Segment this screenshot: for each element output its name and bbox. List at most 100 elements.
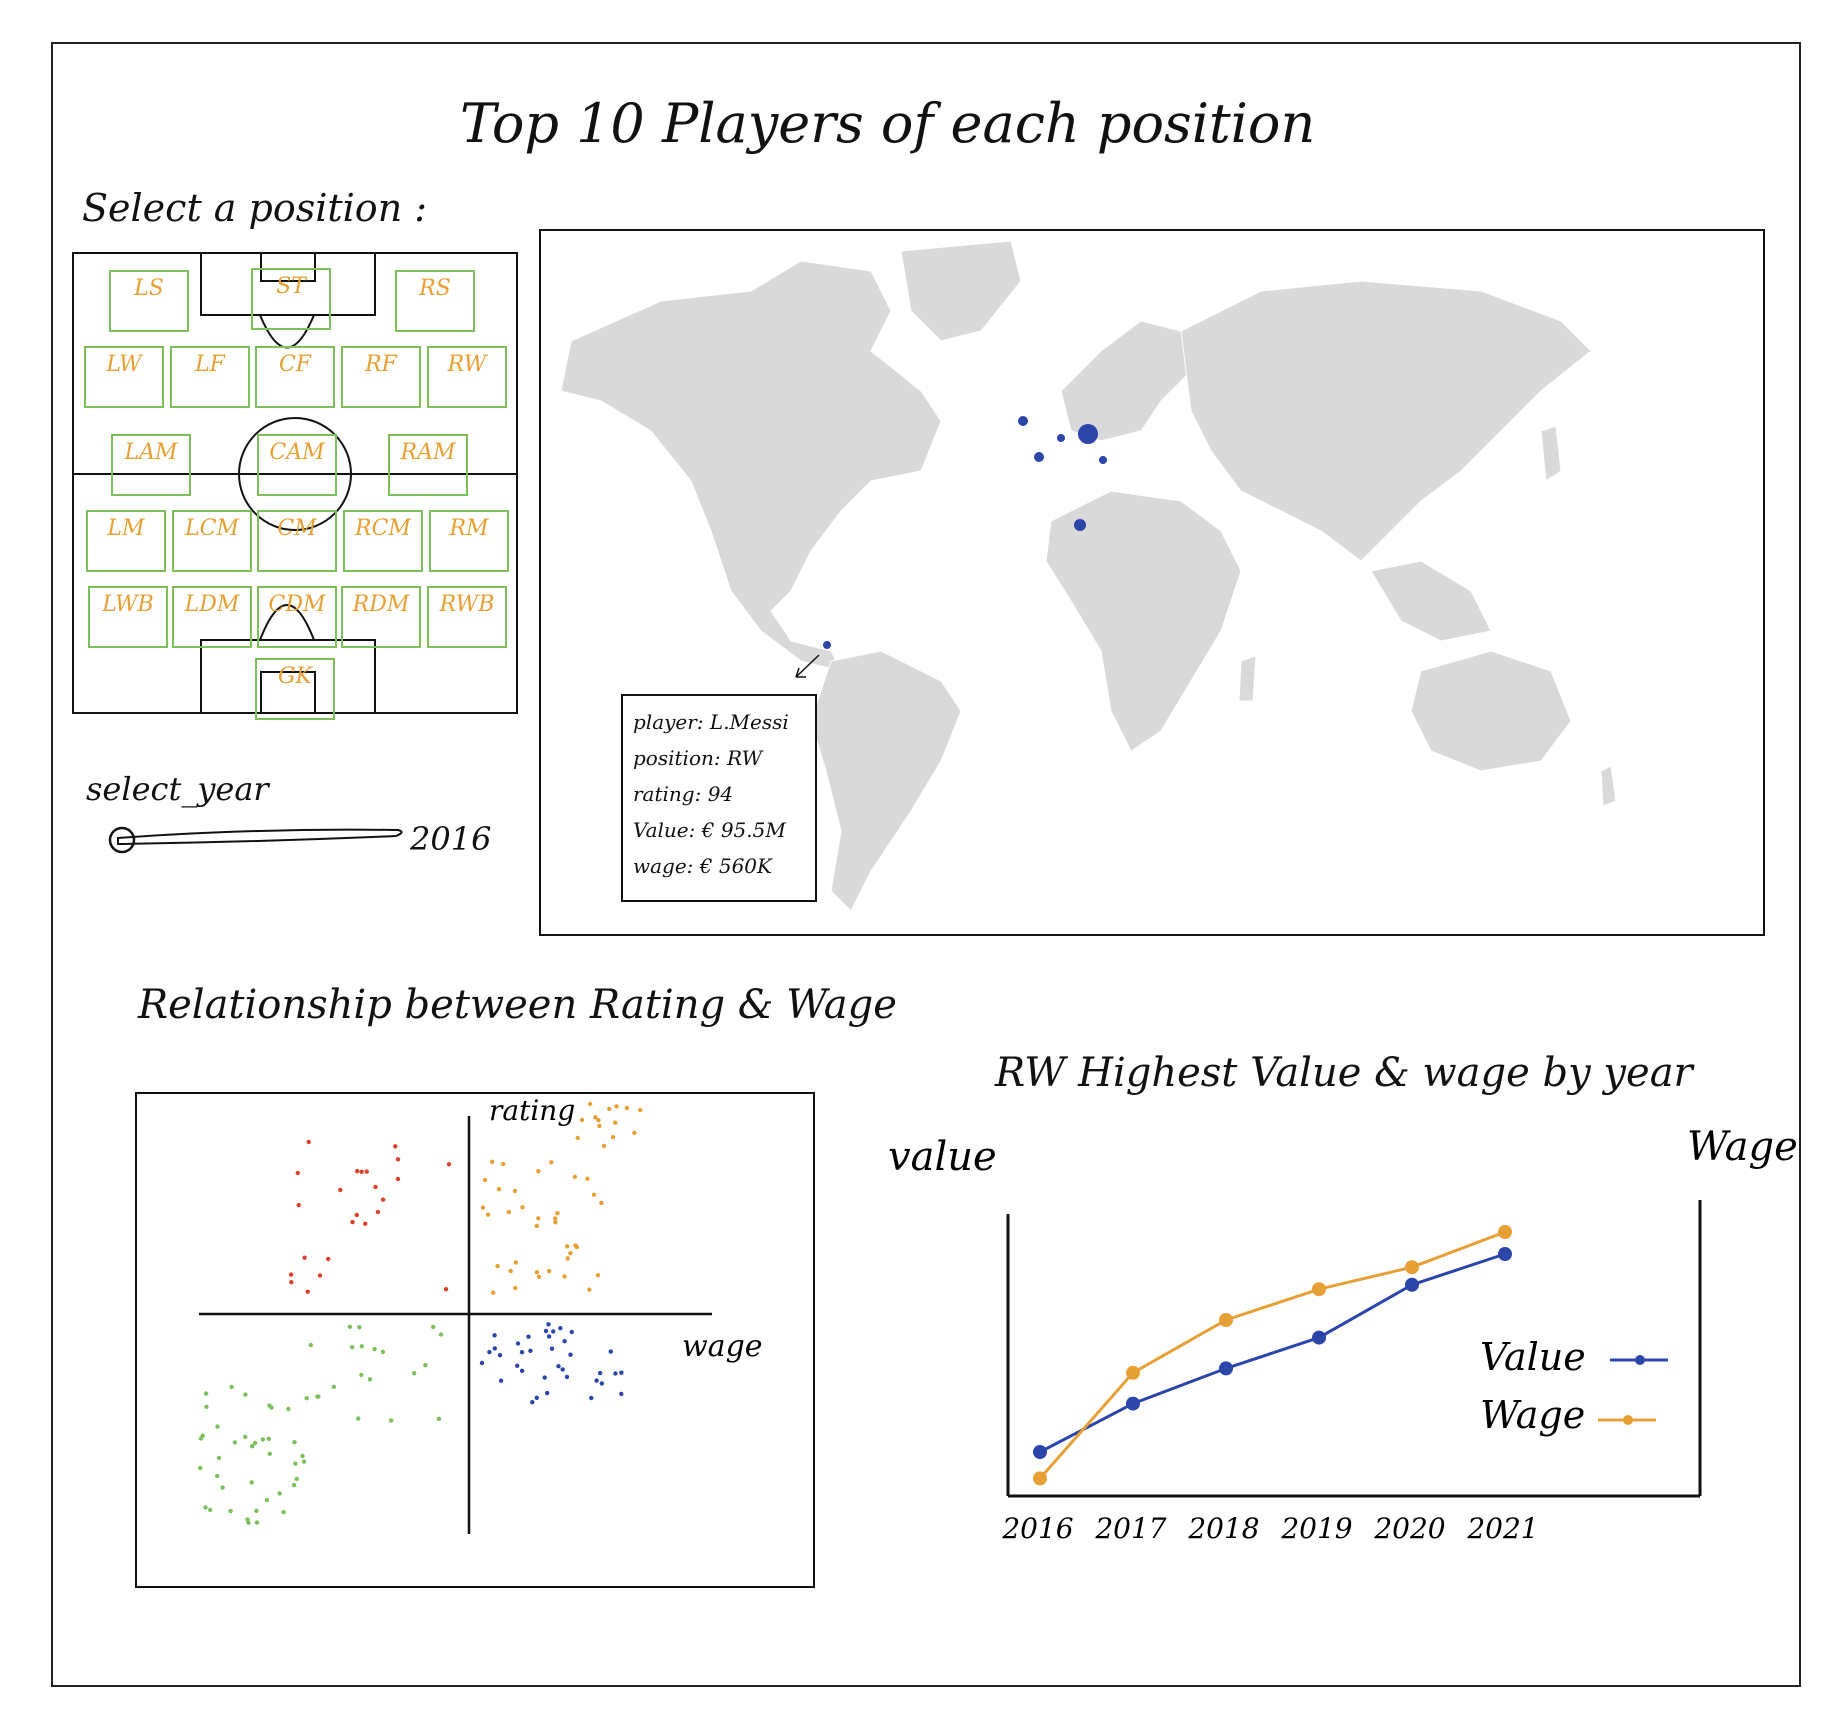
scatter-point[interactable] (536, 1169, 541, 1174)
scatter-point[interactable] (269, 1405, 274, 1410)
position-lam[interactable]: LAM (111, 434, 191, 496)
scatter-point[interactable] (498, 1378, 504, 1383)
scatter-point[interactable] (556, 1364, 561, 1369)
map-marker[interactable] (1018, 416, 1028, 426)
scatter-point[interactable] (568, 1352, 573, 1357)
scatter-point[interactable] (619, 1370, 624, 1375)
scatter-point[interactable] (436, 1416, 442, 1421)
position-st[interactable]: ST (251, 268, 331, 330)
position-rs[interactable]: RS (395, 270, 475, 332)
scatter-point[interactable] (597, 1370, 603, 1376)
scatter-point[interactable] (632, 1130, 637, 1135)
map-marker[interactable] (1074, 519, 1086, 531)
scatter-point[interactable] (608, 1349, 613, 1354)
scatter-point[interactable] (302, 1255, 307, 1260)
scatter-point[interactable] (254, 1508, 259, 1513)
map-marker[interactable] (1057, 434, 1065, 442)
data-point-value[interactable] (1219, 1361, 1233, 1376)
position-lw[interactable]: LW (84, 346, 164, 408)
scatter-point[interactable] (536, 1274, 542, 1279)
scatter-point[interactable] (508, 1268, 513, 1274)
scatter-point[interactable] (446, 1162, 452, 1167)
position-gk[interactable]: GK (255, 658, 335, 720)
scatter-point[interactable] (520, 1205, 525, 1210)
scatter-point[interactable] (252, 1440, 258, 1446)
scatter-point[interactable] (229, 1384, 234, 1390)
scatter-point[interactable] (553, 1216, 558, 1221)
scatter-point[interactable] (359, 1372, 364, 1378)
scatter-point[interactable] (294, 1476, 299, 1482)
position-cdm[interactable]: CDM (257, 586, 337, 648)
scatter-panel[interactable]: rating wage (135, 1092, 815, 1588)
scatter-point[interactable] (347, 1324, 353, 1329)
scatter-point[interactable] (601, 1143, 607, 1149)
scatter-point[interactable] (357, 1325, 362, 1330)
data-point-value[interactable] (1312, 1330, 1326, 1345)
scatter-point[interactable] (515, 1341, 521, 1346)
scatter-point[interactable] (519, 1368, 525, 1373)
scatter-point[interactable] (619, 1391, 624, 1397)
scatter-point[interactable] (363, 1221, 368, 1226)
position-rcm[interactable]: RCM (343, 510, 423, 572)
scatter-point[interactable] (306, 1139, 311, 1145)
scatter-point[interactable] (596, 1118, 601, 1123)
scatter-point[interactable] (388, 1418, 394, 1423)
scatter-point[interactable] (355, 1169, 360, 1174)
scatter-point[interactable] (575, 1135, 580, 1141)
scatter-point[interactable] (546, 1322, 551, 1327)
world-map[interactable] (541, 231, 1763, 934)
scatter-point[interactable] (250, 1444, 255, 1449)
scatter-point[interactable] (289, 1280, 294, 1285)
scatter-point[interactable] (232, 1440, 238, 1445)
scatter-point[interactable] (614, 1104, 619, 1109)
scatter-point[interactable] (568, 1251, 573, 1256)
scatter-point[interactable] (198, 1436, 204, 1441)
scatter-point[interactable] (530, 1400, 535, 1405)
scatter-point[interactable] (286, 1406, 291, 1412)
position-ls[interactable]: LS (109, 270, 189, 332)
map-marker[interactable] (1099, 456, 1107, 464)
line-chart-panel[interactable]: value Wage 2016 2017 2018 2019 2020 2021 Valu… (880, 1124, 1820, 1550)
series-line-value[interactable] (1039, 1252, 1506, 1454)
scatter-point[interactable] (613, 1120, 618, 1125)
position-lcm[interactable]: LCM (172, 510, 252, 572)
scatter-point[interactable] (551, 1329, 556, 1334)
scatter-point[interactable] (300, 1453, 305, 1459)
scatter-point[interactable] (350, 1345, 355, 1350)
scatter-point[interactable] (267, 1451, 272, 1456)
scatter-point[interactable] (292, 1440, 297, 1445)
scatter-point[interactable] (496, 1187, 502, 1192)
map-marker[interactable] (1078, 424, 1098, 444)
scatter-point[interactable] (331, 1384, 336, 1389)
scatter-point[interactable] (553, 1220, 558, 1225)
scatter-point[interactable] (372, 1346, 377, 1352)
scatter-point[interactable] (354, 1212, 359, 1218)
scatter-point[interactable] (534, 1270, 540, 1275)
data-point-wage[interactable] (1405, 1260, 1419, 1275)
position-lwb[interactable]: LWB (88, 586, 168, 648)
scatter-point[interactable] (301, 1459, 307, 1464)
scatter-point[interactable] (492, 1346, 497, 1351)
data-point-wage[interactable] (1126, 1365, 1140, 1380)
scatter-point[interactable] (216, 1455, 222, 1461)
scatter-point[interactable] (587, 1287, 592, 1292)
world-map-panel[interactable] (539, 229, 1765, 936)
scatter-point[interactable] (204, 1404, 209, 1409)
scatter-point[interactable] (534, 1223, 539, 1229)
scatter-point[interactable] (549, 1346, 555, 1351)
scatter-point[interactable] (512, 1188, 518, 1194)
scatter-point[interactable] (485, 1212, 491, 1217)
position-cm[interactable]: CM (257, 510, 337, 572)
year-slider[interactable] (106, 820, 406, 854)
scatter-point[interactable] (560, 1367, 565, 1372)
data-point-value[interactable] (1126, 1396, 1140, 1411)
scatter-point[interactable] (526, 1334, 531, 1339)
scatter-point[interactable] (305, 1289, 310, 1294)
position-lf[interactable]: LF (170, 346, 250, 408)
scatter-point[interactable] (558, 1326, 563, 1331)
scatter-point[interactable] (545, 1390, 550, 1396)
scatter-point[interactable] (528, 1348, 533, 1353)
scatter-point[interactable] (254, 1520, 260, 1525)
scatter-point[interactable] (364, 1169, 369, 1174)
position-rdm[interactable]: RDM (341, 586, 421, 648)
